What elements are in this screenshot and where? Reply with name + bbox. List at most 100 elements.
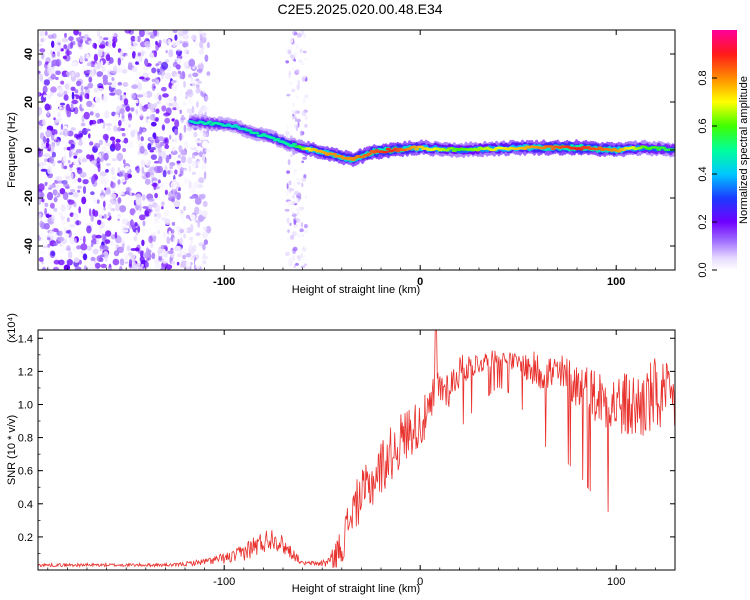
noise-cell [163,251,169,258]
noise-column-cell [284,208,290,212]
colorbar-tick-label: 0.8 [697,70,709,85]
noise-cell [188,73,192,78]
noise-cell [117,57,122,66]
noise-cell [143,128,146,133]
noise-cell [204,54,209,62]
ridge-cell [350,158,356,161]
noise-cell [118,191,125,195]
noise-cell [192,72,199,78]
noise-cell [69,236,76,244]
noise-cell [135,197,142,206]
noise-cell [168,230,172,239]
ridge-cell [654,146,660,149]
noise-cell [191,171,196,175]
ridge-cell [233,123,239,127]
noise-cell [63,44,68,50]
snr-x-tick-label: 0 [417,576,423,588]
noise-cell [155,63,159,67]
noise-cell [83,205,89,210]
noise-cell [91,176,96,185]
noise-cell [176,104,180,111]
noise-cell [74,89,79,94]
noise-cell [198,177,205,184]
noise-cell [47,67,55,75]
snr-x-label: Height of straight line (km) [292,583,420,595]
noise-cell [191,161,197,170]
noise-cell [51,53,56,59]
noise-column-cell [288,70,291,76]
noise-cell [100,60,104,69]
noise-cell [188,58,196,67]
noise-cell [82,179,89,185]
noise-cell [130,107,135,112]
noise-cell [195,160,202,164]
noise-cell [145,171,151,178]
noise-cell [78,140,83,147]
noise-cell [151,182,158,187]
noise-cell [74,266,82,270]
noise-cell [58,230,63,237]
noise-cell [202,231,209,239]
noise-cell [142,66,149,71]
noise-column-cell [292,254,296,261]
noise-cell [51,40,55,48]
noise-cell [152,30,158,37]
noise-cell [41,141,45,149]
noise-cell [87,82,94,89]
noise-cell [127,252,133,256]
ridge-cell [414,147,420,151]
noise-cell [117,81,123,86]
noise-cell [70,172,74,180]
noise-cell [183,80,186,88]
noise-cell [202,128,208,132]
noise-cell [158,94,162,101]
noise-cell [100,207,104,211]
noise-cell [171,84,178,92]
noise-cell [125,105,131,112]
noise-cell [61,221,67,225]
noise-cell [192,80,197,88]
noise-cell [164,144,170,150]
noise-cell [41,198,45,203]
noise-cell [122,82,129,87]
noise-cell [98,44,106,49]
noise-cell [67,250,73,259]
noise-cell [66,217,70,223]
noise-cell [38,147,42,155]
noise-cell [141,194,146,201]
noise-cell [202,253,206,258]
noise-cell [172,30,178,34]
noise-cell [182,42,189,48]
noise-cell [176,160,181,164]
noise-column-cell [292,211,295,215]
spectrogram-y-label: Frequency (Hz) [6,112,18,188]
noise-cell [39,220,44,228]
noise-cell [126,205,131,214]
noise-column-cell [297,256,301,261]
noise-cell [147,143,152,151]
noise-cell [82,235,86,244]
noise-cell [165,155,170,164]
noise-cell [62,55,67,60]
noise-cell [186,145,190,148]
noise-cell [144,210,150,217]
noise-cell [86,62,92,67]
noise-cell [53,207,58,212]
noise-column-cell [292,171,298,177]
noise-cell [38,213,42,218]
ridge-cell [275,138,281,141]
noise-cell [80,122,86,127]
noise-cell [44,202,49,208]
noise-cell [42,266,46,270]
noise-column-cell [285,60,290,64]
noise-cell [194,206,200,215]
noise-cell [187,156,193,165]
noise-cell [155,40,158,46]
noise-cell [115,138,121,143]
noise-cell [168,49,174,58]
noise-column-cell [293,52,297,58]
noise-cell [199,40,204,49]
noise-cell [101,66,106,73]
noise-column-cell [291,231,297,237]
noise-cell [161,61,169,70]
